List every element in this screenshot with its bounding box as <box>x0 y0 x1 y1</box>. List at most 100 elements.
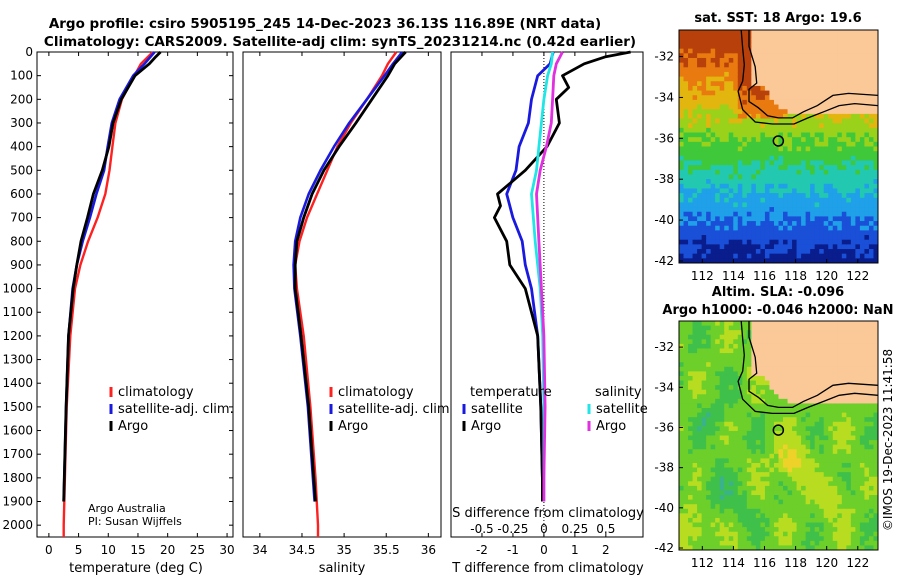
map-cell <box>733 321 739 327</box>
map-cell <box>692 380 698 386</box>
map-cell <box>724 118 730 124</box>
map-cell <box>719 76 725 82</box>
map-cell <box>805 362 811 368</box>
map-cell <box>697 30 703 36</box>
map-cell <box>683 183 689 190</box>
map-cell <box>810 499 816 505</box>
map-cell <box>814 123 820 129</box>
map-cell <box>855 385 861 391</box>
map-cell <box>792 449 798 455</box>
map-cell <box>701 430 707 437</box>
map-cell <box>710 193 716 199</box>
map-cell <box>706 440 712 446</box>
map-cell <box>710 462 716 469</box>
map-cell <box>679 426 685 432</box>
map-cell <box>778 385 784 391</box>
map-cell <box>760 472 766 478</box>
map-cell <box>764 485 771 492</box>
map-cell <box>832 495 838 501</box>
map-cell <box>733 174 739 180</box>
map-cell <box>832 132 838 138</box>
map-cell <box>692 499 698 505</box>
map-cell <box>846 508 852 514</box>
map-cell <box>868 412 875 418</box>
map-cell <box>688 321 694 327</box>
map-cell <box>737 81 743 87</box>
map-cell <box>868 71 875 78</box>
map-cell <box>810 43 816 50</box>
map-cell <box>832 508 838 514</box>
map-cell <box>733 160 739 166</box>
map-cell <box>792 467 798 473</box>
map-cell <box>692 540 698 547</box>
map-cell <box>864 211 870 217</box>
map-cell <box>688 375 694 382</box>
map-cell <box>773 253 780 259</box>
map-cell <box>792 146 798 152</box>
map-cell <box>683 435 689 441</box>
map-cell <box>850 169 856 176</box>
map-cell <box>769 179 775 185</box>
salinity-tick-label: 34.5 <box>289 543 316 557</box>
map-cell <box>814 109 820 115</box>
map-cell <box>850 62 856 68</box>
map-cell <box>715 235 721 241</box>
map-cell <box>805 109 811 115</box>
map-cell <box>859 57 866 64</box>
map-cell <box>841 132 847 138</box>
map-cell <box>873 137 878 143</box>
map-cell <box>733 137 739 143</box>
map-cell <box>873 348 878 354</box>
map-cell <box>810 348 816 354</box>
map-cell <box>773 249 780 255</box>
map-cell <box>719 239 725 245</box>
map-cell <box>850 211 856 217</box>
map-cell <box>773 202 780 208</box>
map-cell <box>701 155 707 162</box>
map-cell <box>792 109 798 115</box>
map-cell <box>864 504 870 510</box>
map-cell <box>814 207 820 213</box>
map-cell <box>778 225 784 231</box>
map-cell <box>692 90 698 96</box>
map-cell <box>701 476 707 482</box>
map-cell <box>746 366 752 372</box>
map-cell <box>841 146 847 152</box>
map-cell <box>683 253 689 259</box>
map-cell <box>764 366 771 372</box>
map-cell <box>697 348 703 354</box>
map-cell <box>706 90 712 96</box>
map-cell <box>778 258 784 263</box>
map-cell <box>755 235 762 241</box>
map-cell <box>737 53 743 59</box>
map-cell <box>873 258 878 263</box>
map-cell <box>832 221 838 227</box>
map-cell <box>796 536 802 542</box>
map-cell <box>837 430 843 437</box>
map-cell <box>823 141 829 148</box>
map-cell <box>828 169 834 176</box>
map-cell <box>742 30 748 36</box>
map-cell <box>715 53 721 59</box>
map-cell <box>701 132 707 138</box>
map-cell <box>814 253 820 259</box>
map-cell <box>828 244 834 250</box>
map-cell <box>724 545 730 550</box>
map-cell <box>814 499 820 505</box>
map-cell <box>850 362 856 368</box>
map-cell <box>787 193 793 199</box>
map-cell <box>751 146 757 152</box>
map-cell <box>769 207 775 213</box>
map-cell <box>850 146 856 152</box>
map-cell <box>683 132 689 138</box>
map-cell <box>832 371 838 377</box>
lon-tick-label: 120 <box>815 269 838 283</box>
map-cell <box>787 394 793 400</box>
map-cell <box>873 421 878 427</box>
map-cell <box>769 137 775 143</box>
map-cell <box>751 95 757 101</box>
lon-tick-label: 114 <box>722 556 745 570</box>
map-cell <box>873 123 878 129</box>
map-cell <box>701 403 707 409</box>
map-cell <box>688 123 694 129</box>
